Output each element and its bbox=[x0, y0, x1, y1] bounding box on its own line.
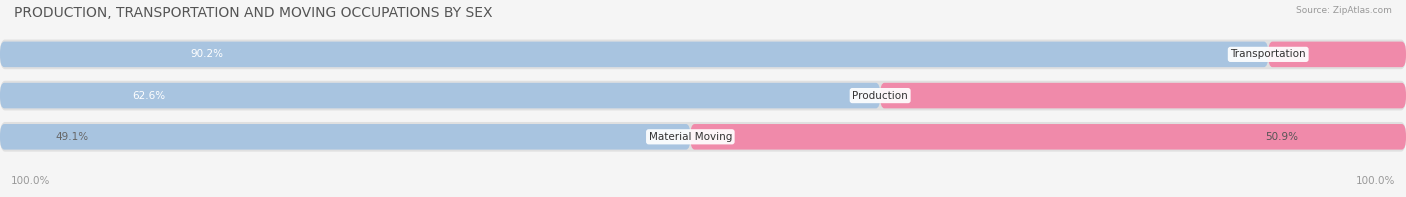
Text: 100.0%: 100.0% bbox=[11, 176, 51, 186]
FancyBboxPatch shape bbox=[0, 124, 690, 150]
FancyBboxPatch shape bbox=[0, 81, 1406, 111]
Text: Production: Production bbox=[852, 91, 908, 101]
Text: PRODUCTION, TRANSPORTATION AND MOVING OCCUPATIONS BY SEX: PRODUCTION, TRANSPORTATION AND MOVING OC… bbox=[14, 6, 492, 20]
Text: 100.0%: 100.0% bbox=[1355, 176, 1395, 186]
FancyBboxPatch shape bbox=[1268, 42, 1406, 67]
FancyBboxPatch shape bbox=[880, 83, 1406, 108]
Text: 50.9%: 50.9% bbox=[1265, 132, 1299, 142]
Text: 90.2%: 90.2% bbox=[190, 49, 224, 59]
Text: 62.6%: 62.6% bbox=[132, 91, 165, 101]
FancyBboxPatch shape bbox=[690, 124, 1406, 150]
Text: Source: ZipAtlas.com: Source: ZipAtlas.com bbox=[1296, 6, 1392, 15]
Text: Material Moving: Material Moving bbox=[648, 132, 733, 142]
FancyBboxPatch shape bbox=[0, 122, 1406, 152]
FancyBboxPatch shape bbox=[0, 83, 880, 108]
FancyBboxPatch shape bbox=[0, 40, 1406, 69]
Text: 49.1%: 49.1% bbox=[55, 132, 89, 142]
FancyBboxPatch shape bbox=[0, 42, 1268, 67]
Text: Transportation: Transportation bbox=[1230, 49, 1306, 59]
